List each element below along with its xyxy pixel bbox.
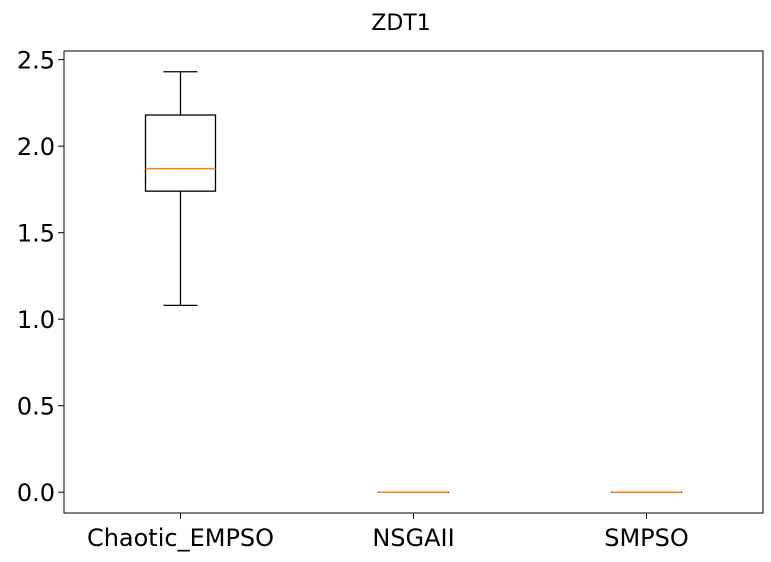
y-tick-label: 0.0 <box>17 479 55 507</box>
x-tick-label: NSGAII <box>372 524 454 552</box>
iqr-box <box>144 114 217 192</box>
y-tick-label: 1.0 <box>17 306 55 334</box>
y-tick-label: 2.5 <box>17 47 55 75</box>
axes-frame <box>63 50 764 514</box>
x-tick-label: SMPSO <box>604 524 689 552</box>
x-tick-label: Chaotic_EMPSO <box>87 524 274 552</box>
plot-area: 0.0 0.5 1.0 1.5 2.0 2.5 Chaotic_EMPSO NSGAII SMP… <box>17 47 689 552</box>
y-tick-label: 2.0 <box>17 133 55 161</box>
y-tick-label: 0.5 <box>17 393 55 421</box>
y-tick-label: 1.5 <box>17 220 55 248</box>
chart-title: ZDT1 <box>371 11 430 36</box>
